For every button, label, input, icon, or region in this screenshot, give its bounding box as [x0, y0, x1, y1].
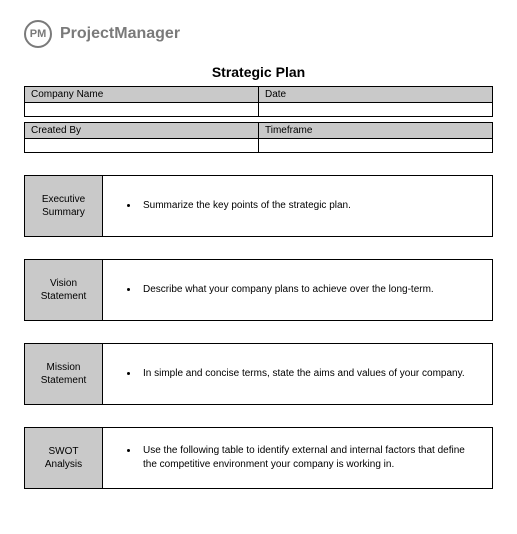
section-label: Executive Summary — [25, 176, 103, 236]
meta-value — [259, 139, 493, 153]
meta-value — [25, 139, 259, 153]
table-row: Created By Timeframe — [25, 123, 493, 139]
section-body: Describe what your company plans to achi… — [103, 260, 492, 320]
meta-label: Date — [259, 87, 493, 103]
meta-label: Created By — [25, 123, 259, 139]
page-title: Strategic Plan — [24, 64, 493, 80]
meta-label: Timeframe — [259, 123, 493, 139]
section-mission-statement: Mission Statement In simple and concise … — [24, 343, 493, 405]
section-label: Mission Statement — [25, 344, 103, 404]
section-bullet: In simple and concise terms, state the a… — [139, 367, 465, 381]
table-row — [25, 139, 493, 153]
brand-header: PM ProjectManager — [24, 20, 493, 48]
meta-value — [259, 103, 493, 117]
logo-icon: PM — [24, 20, 52, 48]
meta-table: Company Name Date Created By Timeframe — [24, 86, 493, 153]
table-row: Company Name Date — [25, 87, 493, 103]
section-bullet: Summarize the key points of the strategi… — [139, 199, 351, 213]
table-row — [25, 103, 493, 117]
meta-value — [25, 103, 259, 117]
section-label: SWOT Analysis — [25, 428, 103, 488]
section-bullet: Describe what your company plans to achi… — [139, 283, 434, 297]
section-label: Vision Statement — [25, 260, 103, 320]
section-body: Use the following table to identify exte… — [103, 428, 492, 488]
section-swot-analysis: SWOT Analysis Use the following table to… — [24, 427, 493, 489]
meta-label: Company Name — [25, 87, 259, 103]
section-vision-statement: Vision Statement Describe what your comp… — [24, 259, 493, 321]
section-bullet: Use the following table to identify exte… — [139, 444, 480, 472]
section-body: In simple and concise terms, state the a… — [103, 344, 492, 404]
section-executive-summary: Executive Summary Summarize the key poin… — [24, 175, 493, 237]
section-body: Summarize the key points of the strategi… — [103, 176, 492, 236]
brand-name: ProjectManager — [60, 25, 180, 43]
